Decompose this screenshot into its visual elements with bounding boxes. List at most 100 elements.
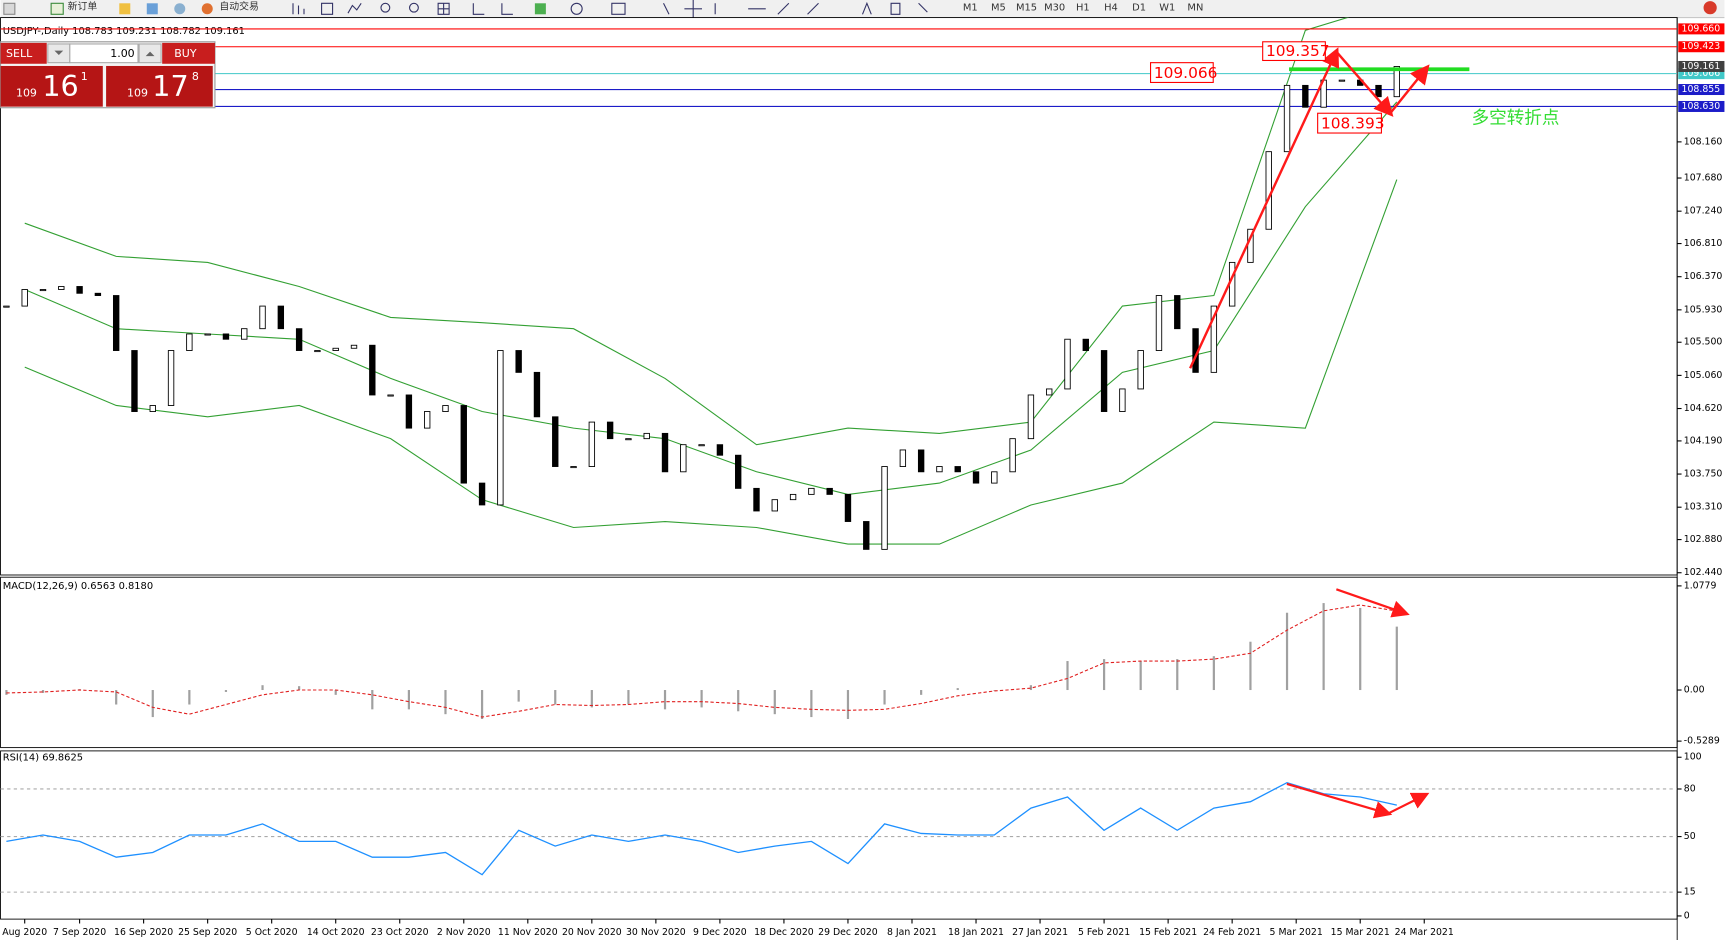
toolbar-icon[interactable] xyxy=(146,3,158,15)
candle xyxy=(1265,151,1272,230)
rsi-arrow[interactable] xyxy=(1286,782,1393,819)
ask-point[interactable]: 8 xyxy=(192,70,199,83)
price-level-box xyxy=(1678,100,1725,112)
alert-icon[interactable] xyxy=(1703,1,1717,15)
x-tick-label: 2 Nov 2020 xyxy=(437,927,491,938)
y-tick-label: 105.060 xyxy=(1684,370,1723,381)
x-tick-label: 30 Nov 2020 xyxy=(626,927,686,938)
template-icon[interactable] xyxy=(611,2,626,15)
candle xyxy=(917,449,925,473)
macd-bar xyxy=(883,690,886,705)
timeframe-button[interactable]: W1 xyxy=(1159,3,1175,14)
macd-bar xyxy=(700,690,703,708)
y-tick-label: 106.370 xyxy=(1684,271,1723,282)
timeframe-button[interactable]: M15 xyxy=(1016,3,1037,14)
ask-big-figure[interactable]: 109 xyxy=(127,86,148,99)
price-level-label: 109.423 xyxy=(1682,41,1721,52)
ask-box[interactable] xyxy=(106,65,213,107)
indicator-icon[interactable] xyxy=(534,3,546,15)
candle xyxy=(588,421,596,467)
candle xyxy=(680,444,687,473)
y-tick-label: 105.930 xyxy=(1684,304,1723,315)
chart-type-icon[interactable] xyxy=(292,3,305,15)
macd-bar xyxy=(737,690,740,712)
rsi-arrow[interactable] xyxy=(1387,792,1430,815)
period-icon[interactable] xyxy=(570,2,583,15)
lot-value[interactable]: 1.00 xyxy=(110,47,134,60)
macd-bar xyxy=(590,690,593,708)
chart-type-icon[interactable] xyxy=(347,2,362,14)
zoom-out-icon[interactable] xyxy=(408,2,419,13)
timeframe-button[interactable]: M1 xyxy=(963,3,978,14)
toolbar xyxy=(0,0,1725,18)
timeframe-button[interactable]: H4 xyxy=(1104,3,1118,14)
bollinger-lower xyxy=(24,179,1398,545)
macd-bar xyxy=(1395,626,1398,691)
ask-pips[interactable]: 17 xyxy=(152,69,188,103)
draw-tools-icon[interactable] xyxy=(663,0,928,18)
trend-arrow[interactable] xyxy=(1189,47,1340,369)
candle xyxy=(405,394,413,429)
toolbar-icon[interactable] xyxy=(3,2,16,15)
macd-bar xyxy=(298,686,301,691)
candle xyxy=(369,344,376,396)
x-tick-label: 5 Feb 2021 xyxy=(1078,927,1130,938)
candle xyxy=(1174,295,1181,330)
price-level-label: 109.066 xyxy=(1682,68,1721,79)
macd-title: MACD(12,26,9) 0.6563 0.8180 xyxy=(3,581,153,592)
x-tick-label: 20 Nov 2020 xyxy=(562,927,622,938)
sell-label[interactable]: SELL xyxy=(6,47,33,60)
annotation-box xyxy=(1149,62,1214,84)
timeframe-button[interactable]: MN xyxy=(1187,3,1203,14)
chart-type-icon[interactable] xyxy=(321,2,334,15)
y-tick-label: 80 xyxy=(1684,783,1696,794)
y-tick-label: 103.750 xyxy=(1684,469,1723,480)
sell-button[interactable] xyxy=(0,42,47,64)
bid-pips[interactable]: 16 xyxy=(42,69,78,103)
trend-arrow[interactable] xyxy=(1335,50,1394,117)
buy-button[interactable] xyxy=(162,42,215,64)
lot-input[interactable] xyxy=(69,43,139,64)
scroll-icon[interactable] xyxy=(472,3,485,15)
candle xyxy=(167,350,175,406)
y-tick-label: 105.500 xyxy=(1684,337,1723,348)
y-tick-label: 108.160 xyxy=(1684,136,1723,147)
candle xyxy=(186,333,193,351)
trend-arrow[interactable] xyxy=(1389,64,1430,114)
bid-point[interactable]: 1 xyxy=(81,70,88,83)
timeframe-button[interactable]: D1 xyxy=(1132,3,1146,14)
y-tick-label: 15 xyxy=(1684,887,1696,898)
new-order-icon[interactable] xyxy=(50,2,64,15)
zoom-in-icon[interactable] xyxy=(380,2,391,13)
macd-bar xyxy=(1249,641,1252,691)
macd-arrow[interactable] xyxy=(1335,588,1410,618)
candle xyxy=(149,405,156,412)
autoscroll-icon[interactable] xyxy=(501,3,513,15)
plot xyxy=(0,781,1678,893)
tile-icon[interactable] xyxy=(437,2,450,15)
timeframe-button[interactable]: M5 xyxy=(991,3,1006,14)
auto-trading-icon[interactable] xyxy=(201,3,213,15)
buy-label[interactable]: BUY xyxy=(174,47,197,60)
y-tick-label: -0.5289 xyxy=(1684,736,1720,747)
x-tick-label: Aug 2020 xyxy=(2,927,47,938)
bid-box[interactable] xyxy=(0,65,103,107)
candle xyxy=(497,350,504,506)
macd-bar xyxy=(224,690,228,692)
toolbar-icon[interactable] xyxy=(119,3,131,15)
auto-trading-button[interactable]: 自动交易 xyxy=(219,0,259,13)
macd-bar xyxy=(517,690,520,702)
macd-bar xyxy=(115,690,118,705)
new-order-button[interactable]: 新订单 xyxy=(68,0,98,13)
y-tick-label: 100 xyxy=(1684,752,1702,763)
candle xyxy=(1210,305,1218,373)
candle xyxy=(1027,394,1035,440)
x-tick-label: 5 Mar 2021 xyxy=(1270,927,1323,938)
timeframe-button[interactable]: H1 xyxy=(1076,3,1090,14)
toolbar-icon[interactable] xyxy=(174,3,186,15)
macd-bar xyxy=(773,690,776,715)
bid-big-figure[interactable]: 109 xyxy=(16,86,37,99)
timeframe-button[interactable]: M30 xyxy=(1044,3,1065,14)
candle xyxy=(515,350,522,373)
candle xyxy=(58,286,65,290)
